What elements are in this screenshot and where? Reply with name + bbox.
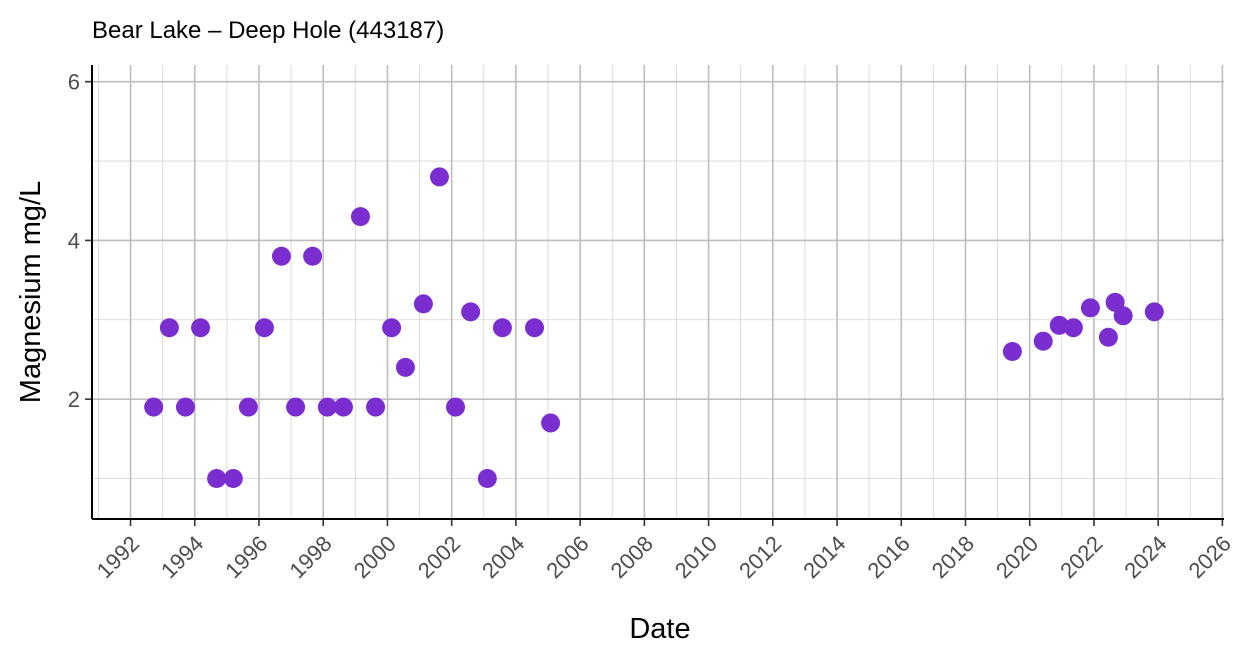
point — [1080, 298, 1100, 318]
x-tick-label: 1998 — [284, 531, 336, 583]
point — [446, 397, 466, 417]
point — [207, 469, 227, 489]
point — [382, 318, 402, 338]
x-tick-label: 2012 — [734, 531, 786, 583]
x-tick-label: 2014 — [798, 531, 850, 583]
point — [223, 469, 243, 489]
x-tick-label: 2018 — [927, 531, 979, 583]
point — [413, 294, 433, 314]
point — [286, 397, 306, 417]
y-tick-label: 2 — [68, 387, 80, 412]
x-tick-label: 2008 — [606, 531, 658, 583]
x-tick-label: 2006 — [541, 531, 593, 583]
point — [1098, 327, 1118, 347]
point — [1113, 306, 1133, 326]
point — [317, 397, 337, 417]
point — [271, 246, 291, 266]
x-tick-label: 2004 — [477, 531, 529, 583]
point — [333, 397, 353, 417]
point — [1033, 331, 1053, 351]
point — [461, 302, 481, 322]
x-tick-label: 1992 — [92, 531, 144, 583]
x-tick-label: 2024 — [1119, 531, 1171, 583]
point — [1049, 315, 1069, 335]
point — [254, 318, 274, 338]
chart-title: Bear Lake – Deep Hole (443187) — [92, 17, 444, 44]
x-tick-label: 2000 — [349, 531, 401, 583]
point — [159, 318, 179, 338]
point — [395, 357, 415, 377]
x-tick-label: 1994 — [156, 531, 208, 583]
x-axis-label: Date — [629, 613, 690, 645]
point — [350, 207, 370, 227]
point — [492, 318, 512, 338]
point — [366, 397, 386, 417]
point — [477, 469, 497, 489]
point — [1144, 302, 1164, 322]
point — [238, 397, 258, 417]
x-tick-label: 2022 — [1055, 531, 1107, 583]
point — [144, 397, 164, 417]
y-tick-label: 6 — [68, 70, 80, 95]
point — [429, 167, 449, 187]
point — [525, 318, 545, 338]
x-tick-label: 2026 — [1184, 531, 1236, 583]
point — [191, 318, 211, 338]
point — [303, 246, 323, 266]
point — [1063, 318, 1083, 338]
y-axis-label: Magnesium mg/L — [15, 181, 47, 403]
x-tick-label: 2016 — [863, 531, 915, 583]
point — [1002, 342, 1022, 362]
y-tick-label: 4 — [68, 228, 80, 253]
x-tick-label: 1996 — [220, 531, 272, 583]
point — [541, 413, 561, 433]
x-tick-label: 2010 — [670, 531, 722, 583]
point — [175, 397, 195, 417]
x-tick-label: 2002 — [413, 531, 465, 583]
x-tick-label: 2020 — [991, 531, 1043, 583]
